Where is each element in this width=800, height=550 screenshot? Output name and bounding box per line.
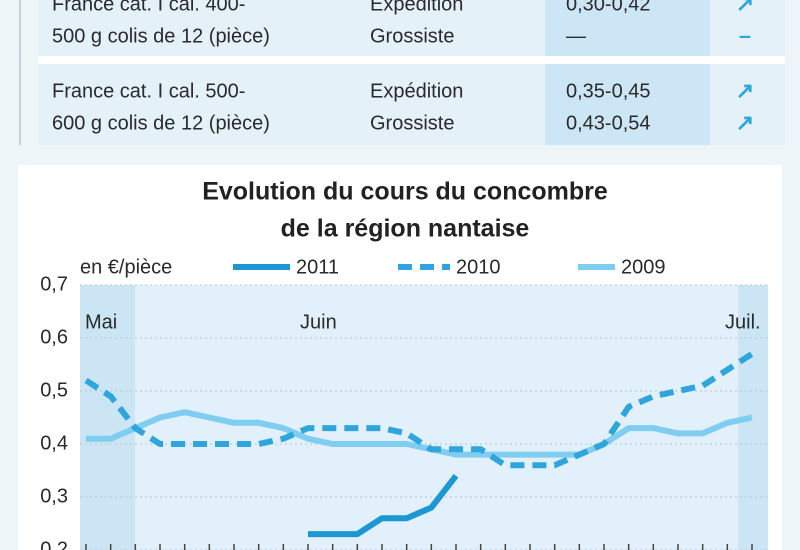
plot-area	[80, 285, 768, 550]
stage: Expédition	[370, 80, 463, 102]
trend: ↗	[736, 0, 754, 16]
stage: Grossiste	[370, 25, 454, 47]
y-tick-label: 0,4	[40, 432, 68, 454]
y-axis-label: en €/pièce	[80, 256, 172, 278]
price: 0,35-0,45	[566, 80, 651, 102]
trend: ↗	[736, 78, 754, 103]
month-label: Juil.	[725, 311, 761, 333]
line-series	[84, 351, 754, 469]
y-tick-label: 0,3	[40, 485, 68, 507]
y-tick-label: 0,2	[40, 538, 68, 550]
chart-title: de la région nantaise	[281, 215, 530, 243]
price-column	[545, 0, 710, 145]
trend: –	[739, 23, 751, 48]
trend: ↗	[736, 110, 754, 135]
legend-label: 2010	[456, 256, 501, 278]
legend-label: 2009	[621, 256, 666, 278]
y-tick-label: 0,5	[40, 379, 68, 401]
stage: Grossiste	[370, 112, 454, 134]
month-label: Mai	[85, 311, 117, 333]
chart-title: Evolution du cours du concombre	[202, 178, 608, 206]
stage: Expédition	[370, 0, 463, 15]
legend-label: 2011	[296, 256, 339, 278]
price: 0,43-0,54	[566, 112, 651, 134]
product: 600 g colis de 12 (pièce)	[52, 112, 270, 134]
product: France cat. I cal. 500-	[52, 80, 245, 102]
y-tick-label: 0,6	[40, 326, 68, 348]
line-series	[308, 473, 459, 538]
line-series	[86, 409, 753, 458]
product: 500 g colis de 12 (pièce)	[52, 25, 270, 47]
price: 0,30-0,42	[566, 0, 651, 15]
month-label: Juin	[300, 311, 337, 333]
y-tick-label: 0,7	[40, 273, 68, 295]
price: —	[566, 25, 586, 47]
product: France cat. I cal. 400-	[52, 0, 245, 15]
